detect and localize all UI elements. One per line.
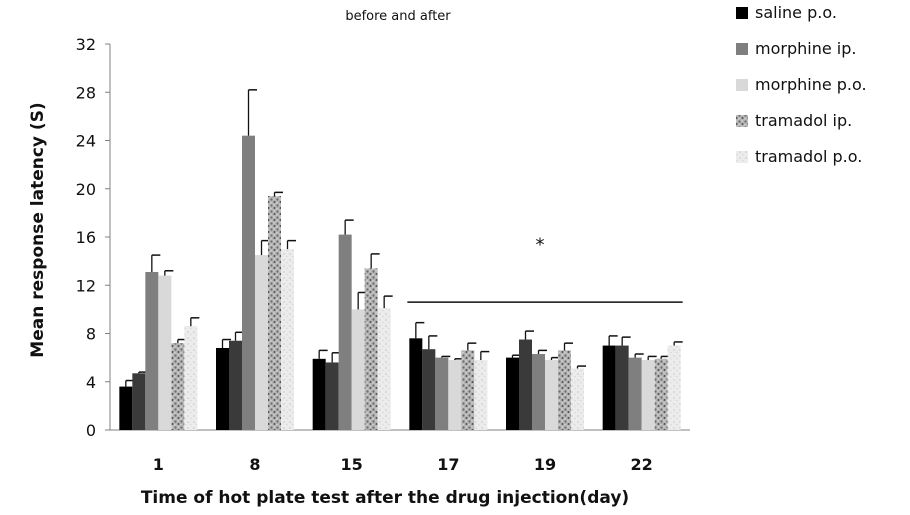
y-tick-label: 20: [76, 180, 96, 199]
bar: [409, 338, 423, 430]
bar: [364, 268, 378, 430]
bar: [255, 255, 268, 430]
bar: [628, 357, 642, 430]
bar: [641, 360, 655, 430]
bar: [615, 345, 629, 430]
bar: [145, 271, 159, 430]
bar: [519, 339, 532, 430]
bar: [158, 275, 172, 430]
bar: [474, 360, 488, 430]
bar: [119, 386, 133, 430]
bar: [325, 362, 339, 430]
bar: [448, 360, 462, 430]
legend-swatch: [736, 7, 748, 19]
y-axis-title: Mean response latency (S): [28, 102, 48, 357]
bar: [132, 373, 146, 430]
chart-title: before and after: [345, 9, 451, 24]
bar: [338, 234, 352, 430]
x-category-label: 17: [437, 455, 459, 474]
x-category-label: 8: [249, 455, 260, 474]
bar: [377, 308, 391, 430]
bar: [351, 309, 365, 430]
bar: [602, 345, 616, 430]
bar: [184, 326, 198, 430]
x-category-label: 19: [534, 455, 556, 474]
y-tick-label: 32: [76, 35, 96, 54]
bar: [171, 343, 185, 430]
bar: [312, 358, 326, 430]
x-axis-title: Time of hot plate test after the drug in…: [141, 488, 629, 508]
significance-star: *: [536, 235, 545, 256]
y-tick-label: 12: [76, 276, 96, 295]
bar: [281, 249, 294, 430]
y-tick-label: 8: [86, 325, 96, 344]
y-tick-label: 28: [76, 83, 96, 102]
bar: [532, 354, 545, 430]
legend-swatch: [736, 151, 748, 163]
y-tick-label: 0: [86, 421, 96, 440]
bar: [216, 347, 229, 430]
legend-swatch: [736, 79, 748, 91]
x-category-label: 1: [153, 455, 164, 474]
legend-label: morphine p.o.: [755, 75, 867, 94]
bar: [242, 135, 255, 431]
bar: [422, 349, 436, 430]
bar: [571, 368, 584, 430]
bar: [506, 357, 519, 430]
legend-label: tramadol ip.: [755, 111, 852, 130]
legend-swatch: [736, 115, 748, 127]
bar: [558, 350, 571, 430]
x-category-label: 22: [631, 455, 653, 474]
legend-label: tramadol p.o.: [755, 147, 862, 166]
legend-label: saline p.o.: [755, 3, 837, 22]
bar: [654, 358, 668, 430]
bar: [461, 350, 475, 430]
bar: [435, 357, 449, 430]
x-category-label: 15: [341, 455, 363, 474]
bar: [545, 360, 558, 430]
legend-swatch: [736, 43, 748, 55]
y-tick-label: 4: [86, 373, 96, 392]
y-tick-label: 16: [76, 228, 96, 247]
bar: [229, 340, 242, 430]
legend-label: morphine ip.: [755, 39, 856, 58]
y-tick-label: 24: [76, 132, 96, 151]
bar: [268, 195, 281, 430]
bar: [667, 345, 681, 430]
